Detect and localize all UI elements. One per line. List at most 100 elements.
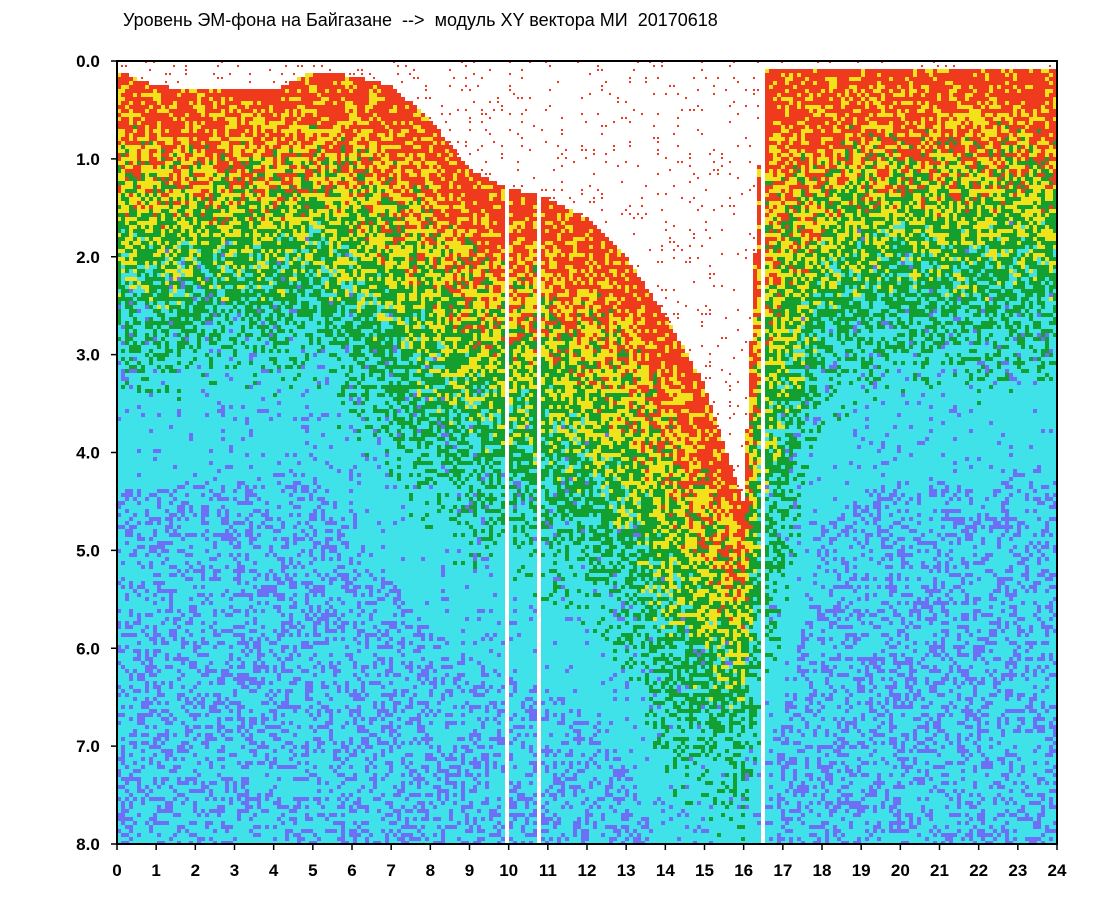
heatmap-cell — [185, 149, 189, 153]
heatmap-cell — [185, 325, 189, 329]
heatmap-cell — [181, 585, 185, 589]
heatmap-cell — [117, 389, 121, 393]
heatmap-cell — [201, 717, 205, 721]
heatmap-cell — [197, 425, 201, 429]
heatmap-cell — [121, 781, 125, 785]
heatmap-cell — [185, 665, 189, 669]
heatmap-cell — [129, 369, 133, 373]
heatmap-cell — [149, 461, 153, 465]
heatmap-cell — [205, 149, 209, 153]
heatmap-cell — [137, 837, 141, 841]
heatmap-cell — [117, 437, 121, 441]
heatmap-cell — [137, 577, 141, 581]
heatmap-cell — [149, 201, 153, 205]
heatmap-cell — [201, 637, 205, 641]
heatmap-cell — [181, 469, 185, 473]
heatmap-cell — [189, 813, 193, 817]
heatmap-cell — [129, 193, 133, 197]
heatmap-cell — [133, 433, 137, 437]
heatmap-cell — [121, 401, 125, 405]
heatmap-cell — [185, 801, 189, 805]
heatmap-cell — [141, 129, 145, 133]
heatmap-cell — [145, 85, 149, 89]
heatmap-cell — [117, 469, 121, 473]
heatmap-cell — [201, 157, 205, 161]
heatmap-cell — [193, 273, 197, 277]
heatmap-cell — [169, 129, 173, 133]
heatmap-cell — [177, 701, 181, 705]
heatmap-cell — [117, 337, 121, 341]
heatmap-cell — [173, 625, 177, 629]
heatmap-cell — [133, 821, 137, 825]
heatmap-cell — [209, 529, 213, 533]
heatmap-cell — [209, 377, 213, 381]
heatmap-cell — [165, 305, 169, 309]
heatmap-cell — [197, 737, 201, 741]
heatmap-cell — [129, 561, 133, 565]
heatmap-cell — [197, 765, 201, 769]
heatmap-cell — [197, 513, 201, 517]
heatmap-cell — [197, 217, 201, 221]
heatmap-cell — [209, 437, 213, 441]
heatmap-cell — [137, 569, 141, 573]
heatmap-cell — [117, 93, 121, 97]
heatmap-cell — [157, 361, 161, 365]
heatmap-cell — [217, 325, 221, 329]
heatmap-cell — [217, 213, 221, 217]
heatmap-cell — [137, 373, 141, 377]
heatmap-cell — [177, 681, 181, 685]
heatmap-cell — [189, 137, 193, 141]
heatmap-cell — [145, 137, 149, 141]
heatmap-cell — [169, 361, 173, 365]
heatmap-cell — [181, 553, 185, 557]
heatmap-cell — [117, 585, 121, 589]
heatmap-cell — [185, 601, 189, 605]
heatmap-cell — [217, 401, 221, 405]
heatmap-cell — [217, 277, 221, 281]
heatmap-cell — [137, 833, 141, 837]
heatmap-cell — [217, 437, 221, 441]
heatmap-cell — [181, 817, 185, 821]
heatmap-cell — [129, 281, 133, 285]
heatmap-cell — [213, 437, 217, 441]
heatmap-cell — [161, 101, 165, 105]
heatmap-cell — [213, 433, 217, 437]
heatmap-cell — [205, 281, 209, 285]
heatmap-cell — [209, 641, 213, 645]
heatmap-cell — [185, 725, 189, 729]
heatmap-cell — [153, 605, 157, 609]
heatmap-cell — [165, 609, 169, 613]
heatmap-cell — [125, 725, 129, 729]
heatmap-cell — [197, 613, 201, 617]
heatmap-cell — [189, 677, 193, 681]
heatmap-cell — [217, 337, 221, 341]
heatmap-cell — [149, 457, 153, 461]
heatmap-cell — [157, 669, 161, 673]
heatmap-cell — [141, 197, 145, 201]
heatmap-cell — [213, 469, 217, 473]
heatmap-cell — [177, 565, 181, 569]
heatmap-cell — [165, 269, 169, 273]
heatmap-cell — [193, 633, 197, 637]
heatmap-cell — [173, 749, 177, 753]
heatmap-cell — [185, 585, 189, 589]
heatmap-cell — [185, 297, 189, 301]
heatmap-cell — [205, 217, 209, 221]
heatmap-cell — [201, 109, 205, 113]
heatmap-cell — [153, 157, 157, 161]
heatmap-cell — [133, 797, 137, 801]
heatmap-cell — [117, 129, 121, 133]
heatmap-cell — [125, 745, 129, 749]
heatmap-cell — [125, 793, 129, 797]
heatmap-cell — [197, 117, 201, 121]
heatmap-cell — [117, 269, 121, 273]
heatmap-cell — [165, 357, 169, 361]
heatmap-cell — [193, 477, 197, 481]
heatmap-cell — [153, 137, 157, 141]
heatmap-cell — [117, 785, 121, 789]
heatmap-cell — [213, 497, 217, 501]
heatmap-cell — [217, 621, 221, 625]
heatmap-cell — [181, 389, 185, 393]
heatmap-cell — [209, 737, 213, 741]
heatmap-cell — [121, 501, 125, 505]
